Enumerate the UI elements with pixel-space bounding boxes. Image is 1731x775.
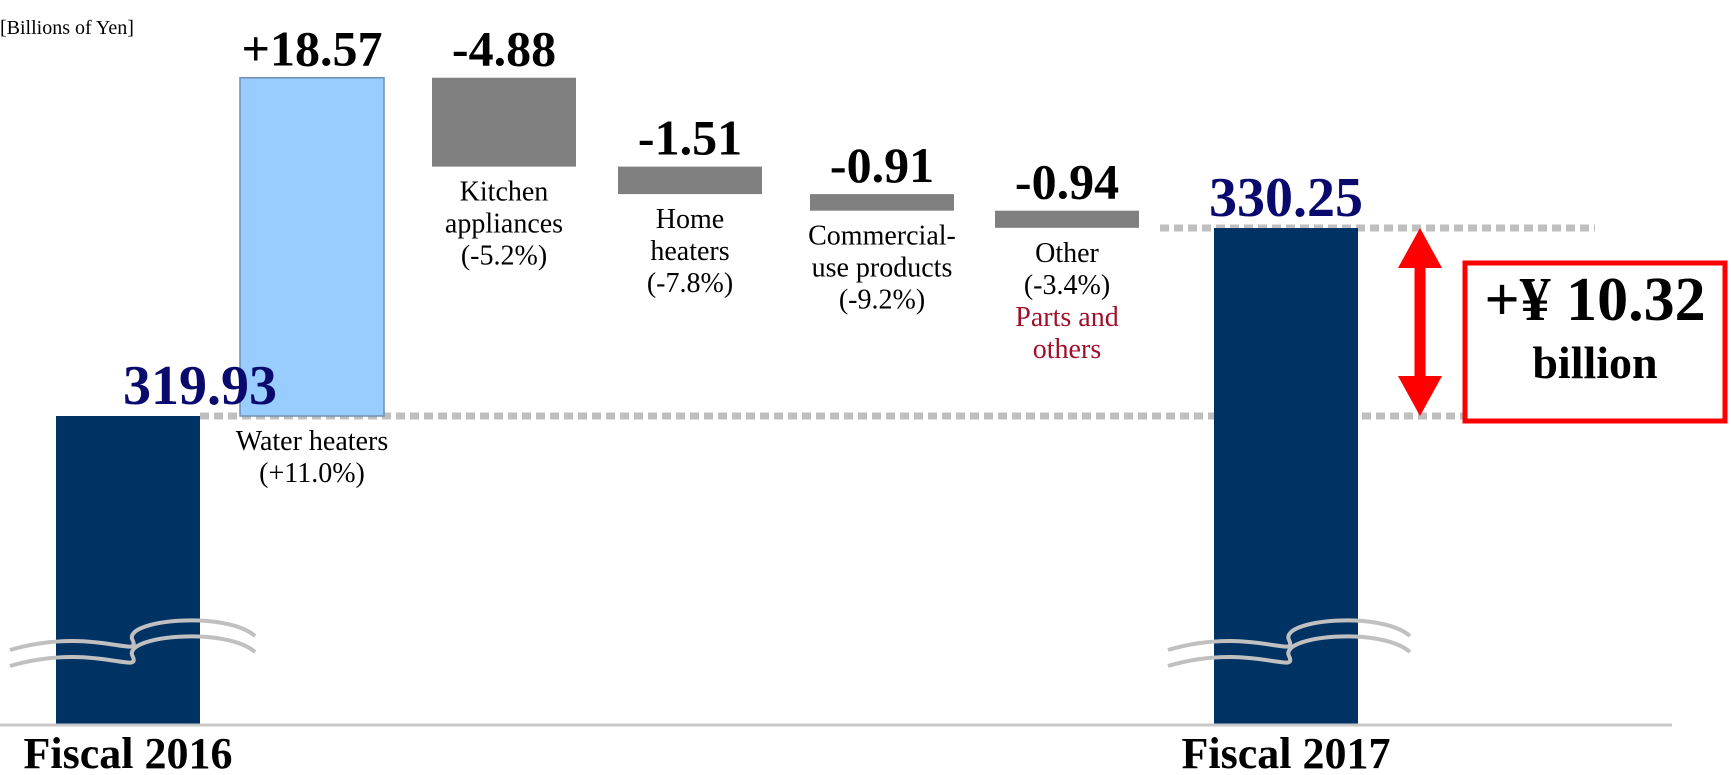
bar-step-4 — [810, 194, 954, 211]
category-label-4-line-3: (-9.2%) — [839, 285, 925, 316]
category-label-3-line-2: heaters — [650, 236, 729, 267]
arrow-up-icon — [1398, 228, 1442, 268]
bar-step-3 — [618, 166, 762, 195]
category-label-3-line-3: (-7.8%) — [647, 268, 733, 299]
value-label-start: 319.93 — [123, 355, 277, 417]
delta-label-4: -0.91 — [830, 137, 934, 193]
category-note-5-line-1: Parts and — [1015, 302, 1118, 333]
break-mark-2-2 — [1167, 634, 1412, 668]
bars-group — [56, 76, 1358, 725]
category-label-3-line-1: Home — [656, 204, 724, 235]
bar-fiscal-2016 — [56, 416, 200, 725]
delta-label-5: -0.94 — [1015, 154, 1119, 210]
x-label-fiscal-2017: Fiscal 2017 — [1182, 729, 1391, 775]
break-mark-2-1 — [1167, 618, 1412, 652]
bar-step-1 — [239, 76, 385, 417]
category-label-2-line-1: Kitchen — [460, 177, 549, 208]
category-label-5-line-1: Other — [1035, 238, 1099, 269]
x-label-fiscal-2016: Fiscal 2016 — [24, 729, 233, 775]
total-change-unit: billion — [1532, 337, 1657, 388]
delta-label-2: -4.88 — [452, 21, 556, 77]
total-change-box — [1462, 260, 1728, 424]
bar-fiscal-2017 — [1214, 228, 1358, 725]
axis-break-marks — [9, 618, 1412, 668]
axis-labels: Fiscal 2016 Fiscal 2017 — [24, 729, 1391, 775]
delta-label-3: -1.51 — [638, 110, 742, 166]
delta-label-1: +18.57 — [242, 21, 383, 77]
category-label-2-line-3: (-5.2%) — [461, 241, 547, 272]
category-label-4-line-1: Commercial- — [808, 221, 956, 252]
category-label-2-line-2: appliances — [445, 209, 563, 240]
bar-step-2 — [432, 77, 576, 167]
unit-label: [Billions of Yen] — [0, 17, 134, 39]
bar-step-5 — [995, 210, 1139, 228]
category-note-5-line-2: others — [1033, 334, 1101, 365]
category-label-4-line-2: use products — [812, 253, 953, 284]
total-change-value: +¥ 10.32 — [1484, 266, 1705, 334]
arrow-down-icon — [1398, 376, 1442, 416]
category-label-1-line-1: Water heaters — [236, 426, 388, 457]
break-mark-1-1 — [9, 618, 257, 652]
break-mark-1-2 — [9, 634, 257, 668]
category-label-1-line-2: (+11.0%) — [259, 458, 365, 489]
category-label-5-line-2: (-3.4%) — [1024, 270, 1110, 301]
value-label-end: 330.25 — [1209, 167, 1363, 229]
labels-group: 319.93 +18.57 Water heaters(+11.0%) -4.88 Ki… — [123, 21, 1363, 489]
